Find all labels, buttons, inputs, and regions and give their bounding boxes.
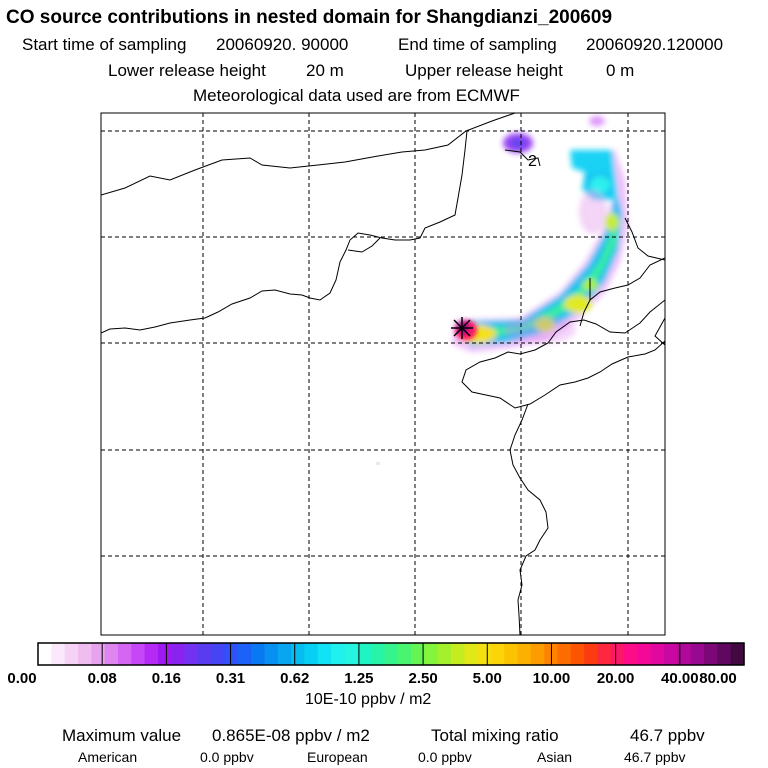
total-mixing-ratio-value: 46.7 ppbv [630, 726, 705, 745]
color-scale-cell [397, 643, 412, 665]
color-scale-units: 10E-10 ppbv / m2 [305, 691, 432, 708]
color-scale-cell [384, 643, 399, 665]
color-scale-cell [144, 643, 159, 665]
color-scale-cell [304, 643, 319, 665]
european-label: European [307, 749, 368, 765]
start-time-value: 20060920. 90000 [216, 35, 349, 54]
lower-height-value: 20 m [306, 61, 344, 80]
color-scale-cell [38, 643, 52, 665]
color-scale-cell [464, 643, 479, 665]
color-scale-cell [530, 643, 545, 665]
color-scale-tick-label: 0.00 [7, 670, 37, 687]
color-scale-tick-label: 5.00 [472, 670, 502, 687]
color-scale-cell [331, 643, 345, 665]
contour-label: 2 [528, 153, 537, 170]
asian-label: Asian [537, 749, 573, 765]
color-scale-cell [104, 643, 119, 665]
color-scale-cell [64, 643, 79, 665]
color-scale-cell [410, 643, 425, 665]
color-scale-cell [251, 643, 266, 665]
color-scale-cell [277, 643, 292, 665]
color-scale-tick-label: 20.00 [596, 670, 635, 687]
lower-height-label: Lower release height [108, 61, 266, 80]
color-scale-cell [211, 643, 226, 665]
color-scale-cell [717, 643, 732, 665]
color-scale-cell [650, 643, 665, 665]
start-time-label: Start time of sampling [22, 35, 187, 54]
asian-value: 46.7 ppbv [624, 749, 686, 765]
color-scale-tick-label: 0.31 [215, 670, 246, 687]
color-scale-cell [677, 643, 692, 665]
color-scale-cell [637, 643, 652, 665]
color-scale-tick-label: 0.16 [151, 670, 181, 687]
color-scale-cell [264, 643, 279, 665]
color-scale-cell [317, 643, 332, 665]
color-scale-cell [117, 643, 132, 665]
color-scale-cell [690, 643, 705, 665]
color-scale-cell [197, 643, 212, 665]
end-time-value: 20060920.120000 [586, 35, 724, 54]
color-scale-cell [424, 643, 439, 665]
color-scale-cell [51, 643, 66, 665]
upper-height-label: Upper release height [405, 61, 563, 80]
met-data-line: Meteorological data used are from ECMWF [193, 86, 520, 105]
color-scale-cell [490, 643, 505, 665]
color-scale-tick-label: 0.08 [87, 670, 117, 687]
receptor-star-icon [451, 317, 473, 339]
color-scale-cell [704, 643, 718, 665]
color-scale-cell [291, 643, 306, 665]
color-scale-tick-label: 2.50 [408, 670, 438, 687]
max-value: 0.865E-08 ppbv / m2 [212, 726, 370, 745]
color-scale-cell [450, 643, 465, 665]
color-scale-cell [610, 643, 625, 665]
color-scale-frame [37, 642, 745, 666]
lat-lon-grid [101, 113, 665, 635]
color-scale-tick-label: 10.00 [532, 670, 571, 687]
european-value: 0.0 ppbv [418, 749, 472, 765]
color-scale-cell [171, 643, 186, 665]
color-scale-cell [131, 643, 146, 665]
color-scale-tick-label: 1.25 [344, 670, 374, 687]
color-scale-cell [157, 643, 172, 665]
max-value-label: Maximum value [62, 726, 182, 745]
color-scale-cell [344, 643, 359, 665]
color-scale-tick-label: 80.00 [699, 670, 737, 687]
color-scale-cell [570, 643, 585, 665]
american-value: 0.0 ppbv [200, 749, 254, 765]
color-scale-cell [664, 643, 678, 665]
color-scale-cell [517, 643, 532, 665]
coastlines-borders [101, 113, 665, 635]
color-scale-cell [371, 643, 385, 665]
map-frame [100, 112, 666, 636]
color-scale-cell [597, 643, 612, 665]
color-scale-cell [504, 643, 519, 665]
color-scale-cell [184, 643, 199, 665]
color-scale-cell [224, 643, 239, 665]
color-scale-cell [624, 643, 639, 665]
color-scale-cell [77, 643, 92, 665]
color-scale-cell [237, 643, 252, 665]
color-scale-cell [357, 643, 372, 665]
concentration-plume [376, 116, 628, 465]
american-label: American [78, 749, 138, 765]
total-mixing-ratio-label: Total mixing ratio [431, 726, 559, 745]
color-scale-tick-label: 40.00 [661, 670, 699, 687]
color-scale-cell [477, 643, 492, 665]
color-scale-cell [557, 643, 572, 665]
end-time-label: End time of sampling [398, 35, 557, 54]
color-scale-cell [730, 643, 745, 665]
color-scale-cell [437, 643, 452, 665]
upper-height-value: 0 m [606, 61, 635, 80]
color-scale-cell [584, 643, 599, 665]
color-scale-tick-label: 0.62 [280, 670, 310, 687]
page-title: CO source contributions in nested domain… [6, 7, 613, 28]
color-scale-cell [91, 643, 106, 665]
